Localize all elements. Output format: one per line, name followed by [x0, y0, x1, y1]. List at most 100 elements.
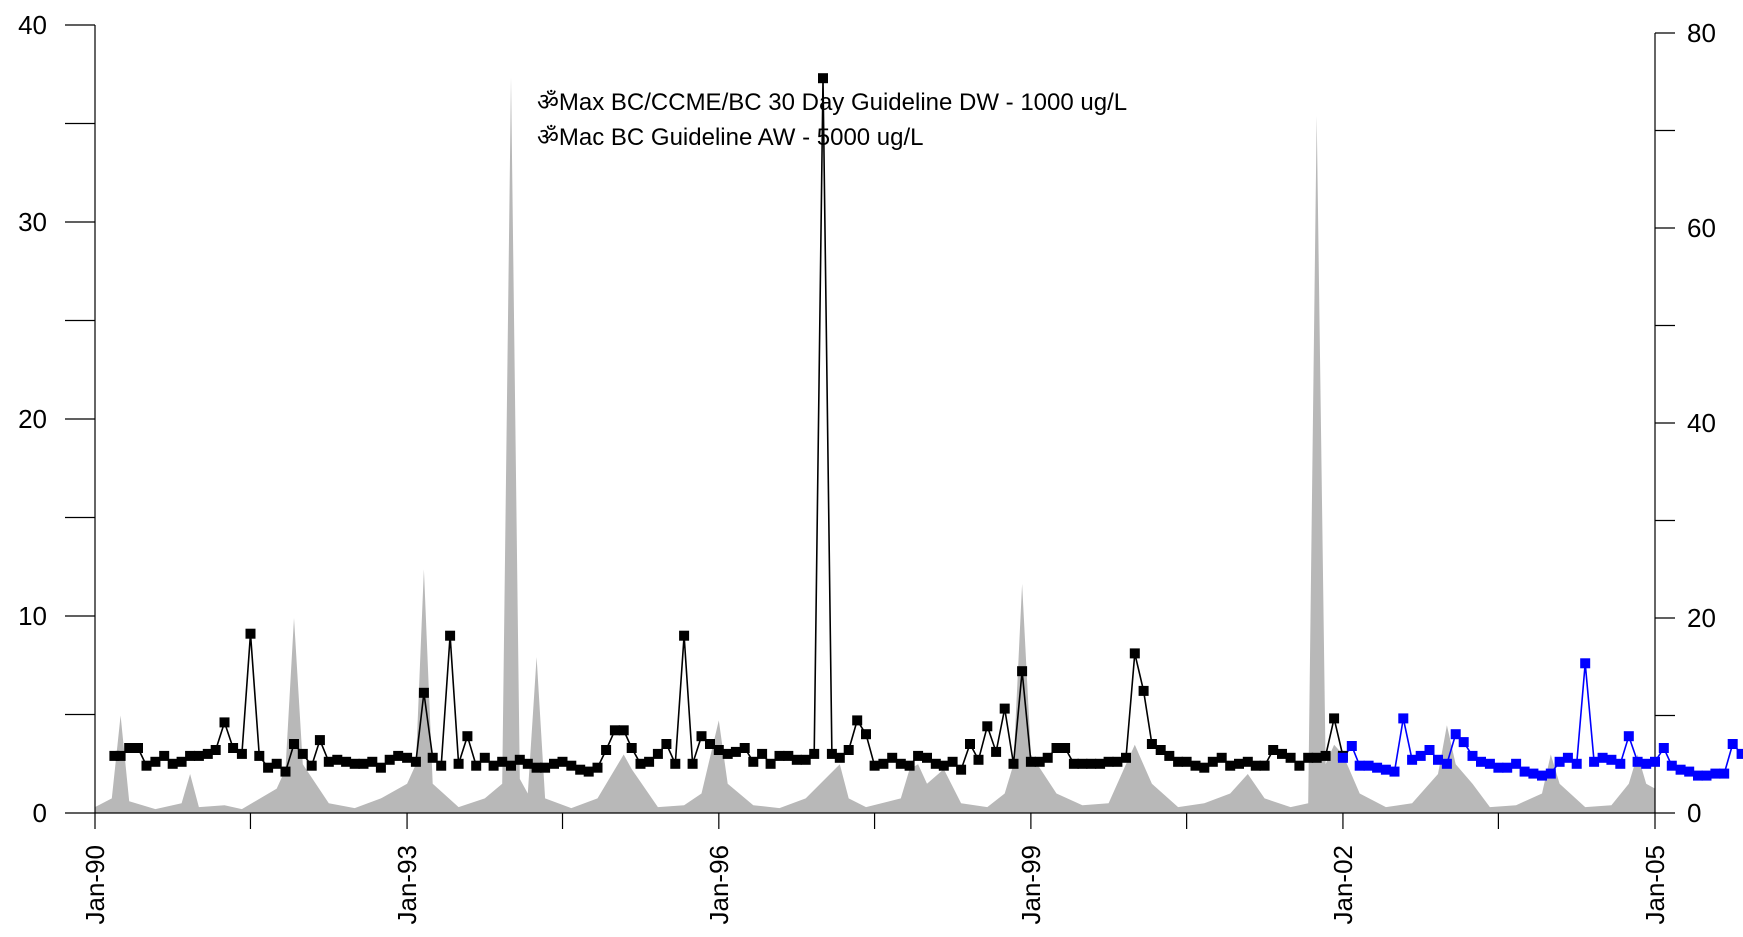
black-series-marker — [410, 756, 421, 767]
x-tick-label: Jan-90 — [80, 845, 110, 925]
blue-series-marker — [1623, 731, 1634, 742]
black-series-marker — [202, 748, 213, 759]
black-series-marker — [575, 764, 586, 775]
black-series-marker — [349, 758, 360, 769]
black-series-marker — [1051, 743, 1062, 753]
black-series-marker — [730, 746, 741, 757]
black-series-marker — [930, 758, 941, 769]
black-series-marker — [644, 756, 655, 767]
black-series-marker — [1216, 752, 1227, 763]
black-series-line — [114, 77, 1344, 773]
black-series-marker — [826, 748, 837, 759]
black-series-marker — [1320, 750, 1331, 761]
blue-series-marker — [1415, 750, 1426, 761]
black-series-marker — [592, 762, 603, 773]
black-series-marker — [167, 758, 178, 769]
black-series-marker — [367, 756, 378, 767]
black-series-marker — [427, 752, 438, 763]
blue-series-marker — [1484, 758, 1495, 769]
black-series-marker — [1234, 758, 1244, 769]
annotation-mac-guideline: ॐMac BC Guideline AW - 5000 ug/L — [537, 124, 924, 151]
black-series-marker — [549, 758, 559, 769]
black-series-marker — [1268, 745, 1279, 755]
black-series-marker — [999, 703, 1010, 714]
black-series-marker — [314, 735, 325, 746]
black-series-marker — [713, 745, 724, 755]
black-series-marker — [1112, 756, 1123, 767]
blue-series-marker — [1554, 756, 1565, 767]
black-series-marker — [1008, 758, 1019, 769]
black-series-marker — [306, 760, 317, 771]
black-series-marker — [922, 752, 932, 763]
right-y-tick-label: 40 — [1687, 408, 1716, 438]
black-series-marker — [834, 752, 845, 763]
black-series-marker — [1207, 756, 1218, 767]
blue-series-marker — [1407, 754, 1418, 765]
blue-series-marker — [1727, 739, 1738, 749]
black-series-marker — [947, 756, 958, 767]
black-series-marker — [652, 748, 663, 759]
black-series-marker — [878, 758, 889, 769]
right-y-tick-label: 80 — [1687, 18, 1716, 48]
black-series-marker — [1060, 743, 1071, 753]
black-series-marker — [453, 758, 464, 769]
blue-series-line — [1342, 662, 1743, 777]
black-series-marker — [436, 760, 447, 771]
black-series-marker — [393, 750, 404, 761]
black-series-marker — [938, 760, 949, 771]
black-series-marker — [1164, 750, 1175, 761]
left-y-tick-label: 40 — [18, 10, 47, 40]
blue-series-marker — [1450, 729, 1461, 740]
right-y-tick-label: 20 — [1687, 603, 1716, 633]
blue-series-marker — [1632, 756, 1643, 767]
black-series-marker — [557, 756, 568, 767]
blue-series-marker — [1571, 758, 1582, 769]
blue-series-marker — [1346, 741, 1357, 751]
black-series-marker — [228, 743, 239, 753]
black-series-marker — [1329, 713, 1340, 724]
blue-series-marker — [1476, 756, 1486, 767]
black-series-marker — [705, 739, 715, 749]
black-series-marker — [800, 754, 811, 765]
black-series-marker — [1017, 666, 1028, 677]
black-series-marker — [982, 721, 993, 732]
black-series-marker — [1311, 752, 1322, 763]
black-series-marker — [497, 756, 508, 767]
black-series-marker — [193, 750, 204, 761]
blue-series-marker — [1589, 756, 1600, 767]
black-series-marker — [696, 731, 707, 742]
blue-series-marker — [1433, 754, 1443, 765]
blue-series-marker — [1641, 758, 1652, 769]
black-series-marker — [185, 750, 196, 761]
black-series-marker — [618, 725, 629, 736]
blue-series-marker — [1502, 762, 1513, 773]
black-series-marker — [965, 739, 975, 749]
black-series-marker — [791, 754, 802, 765]
blue-series-marker — [1537, 770, 1547, 781]
black-series-marker — [818, 73, 828, 84]
blue-series-marker — [1701, 770, 1712, 781]
x-tick-label: Jan-93 — [392, 845, 422, 925]
left-y-tick-label: 10 — [18, 601, 47, 631]
black-series-marker — [861, 729, 871, 740]
black-series-marker — [402, 752, 413, 763]
blue-series-marker — [1389, 766, 1400, 777]
right-y-tick-label: 60 — [1687, 213, 1716, 243]
black-series-marker — [462, 731, 473, 742]
black-series-marker — [531, 762, 542, 773]
black-series-marker — [956, 764, 967, 775]
black-series-marker — [159, 750, 170, 761]
black-series-marker — [1242, 756, 1253, 767]
black-series-marker — [1199, 762, 1210, 773]
blue-series-marker — [1580, 658, 1591, 669]
black-series-marker — [1155, 745, 1166, 755]
black-series-marker — [471, 760, 482, 771]
x-tick-label: Jan-05 — [1640, 845, 1670, 925]
black-series-marker — [765, 758, 776, 769]
black-series-marker — [783, 750, 794, 761]
black-series-marker — [341, 756, 352, 767]
black-series-marker — [1277, 748, 1287, 759]
black-series-marker — [1095, 758, 1106, 769]
area-series — [95, 76, 1655, 813]
